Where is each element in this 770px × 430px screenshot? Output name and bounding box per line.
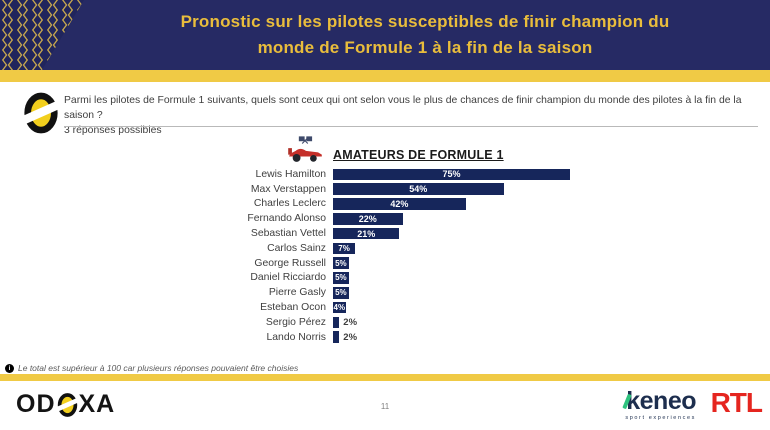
rtl-logo: RTL bbox=[710, 387, 763, 418]
chart-row: Sebastian Vettel 21% bbox=[236, 226, 756, 241]
chart-bar: 7% bbox=[333, 242, 356, 255]
chart-bar: 4% bbox=[333, 301, 346, 314]
page-number: 11 bbox=[380, 402, 390, 411]
page-title: Pronostic sur les pilotes susceptibles d… bbox=[180, 12, 670, 57]
question-block: Parmi les pilotes de Formule 1 suivants,… bbox=[64, 93, 760, 138]
chart-row: Lando Norris 2% bbox=[236, 330, 756, 345]
question-subtext: 3 réponses possibles bbox=[64, 125, 162, 137]
chart-title: AMATEURS DE FORMULE 1 bbox=[333, 148, 504, 162]
chart-bar: 5% bbox=[333, 287, 349, 299]
keneo-logo-text: keneo bbox=[622, 389, 696, 414]
chart-row-label: Pierre Gasly bbox=[268, 287, 326, 299]
chart-row: George Russell 5% bbox=[236, 256, 756, 271]
chart-rows: Lewis Hamilton 75% Max Verstappen 54% Charle… bbox=[236, 167, 756, 345]
chart-row-label: Lewis Hamilton bbox=[255, 168, 326, 180]
keneo-logo: keneo sport experiences bbox=[622, 389, 696, 421]
chart-bar bbox=[333, 316, 340, 329]
chart-bar bbox=[333, 331, 340, 343]
chart-row-label: Lando Norris bbox=[266, 331, 327, 343]
footer-divider bbox=[0, 374, 770, 381]
odoxa-logo: OD XA bbox=[16, 390, 115, 419]
chart-row: Daniel Ricciardo 5% bbox=[236, 271, 756, 286]
chart-row-label: Carlos Sainz bbox=[267, 242, 326, 254]
chart-row: Pierre Gasly 5% bbox=[236, 285, 756, 300]
keneo-tagline: sport experiences bbox=[625, 415, 696, 421]
chart-bar: 22% bbox=[333, 213, 403, 225]
chart-bar: 5% bbox=[333, 257, 349, 269]
f1-car-icon bbox=[288, 136, 322, 162]
chart-row-label: George Russell bbox=[254, 257, 326, 269]
odoxa-o-icon bbox=[56, 392, 78, 417]
chart-row: Sergio Pérez 2% bbox=[236, 315, 756, 330]
question-text: Parmi les pilotes de Formule 1 suivants,… bbox=[64, 95, 742, 122]
chart-header: AMATEURS DE FORMULE 1 bbox=[286, 136, 504, 164]
chart-bar-value: 2% bbox=[343, 316, 358, 328]
chart-row-label: Max Verstappen bbox=[250, 183, 326, 195]
chart-row: Fernando Alonso 22% bbox=[236, 211, 756, 226]
chart-row: Max Verstappen 54% bbox=[236, 182, 756, 197]
chart-bar: 21% bbox=[333, 227, 400, 240]
chart-bar: 5% bbox=[333, 272, 349, 284]
footnote-text: Le total est supérieur à 100 car plusieu… bbox=[18, 363, 299, 373]
herringbone-pattern-icon bbox=[0, 0, 84, 70]
chart-row: Lewis Hamilton 75% bbox=[236, 167, 756, 182]
odoxa-logo-text-left: OD bbox=[16, 390, 56, 418]
odoxa-o-icon bbox=[22, 92, 60, 134]
chart-bar: 42% bbox=[333, 198, 466, 210]
chart-row-label: Fernando Alonso bbox=[247, 213, 326, 225]
chart-row-label: Sergio Pérez bbox=[265, 316, 326, 328]
chart-row-label: Daniel Ricciardo bbox=[250, 272, 326, 284]
chart-row-label: Charles Leclerc bbox=[253, 198, 326, 210]
header-divider bbox=[0, 70, 770, 82]
odoxa-logo-text-right: XA bbox=[78, 390, 116, 418]
chart-bar-value: 2% bbox=[343, 331, 358, 343]
chart-bar: 54% bbox=[333, 183, 504, 195]
header-banner: Pronostic sur les pilotes susceptibles d… bbox=[0, 0, 770, 70]
footer: OD XA 11 keneo sport experiences RTL bbox=[0, 381, 770, 430]
question-underline bbox=[64, 126, 758, 127]
chart-row-label: Esteban Ocon bbox=[260, 302, 326, 314]
chart-bar: 75% bbox=[333, 168, 570, 181]
chart-row: Carlos Sainz 7% bbox=[236, 241, 756, 256]
chart-row: Esteban Ocon 4% bbox=[236, 300, 756, 315]
footnote: i Le total est supérieur à 100 car plusi… bbox=[5, 363, 298, 373]
chart-row: Charles Leclerc 42% bbox=[236, 197, 756, 212]
info-icon: i bbox=[5, 363, 14, 373]
chart-row-label: Sebastian Vettel bbox=[250, 228, 326, 240]
